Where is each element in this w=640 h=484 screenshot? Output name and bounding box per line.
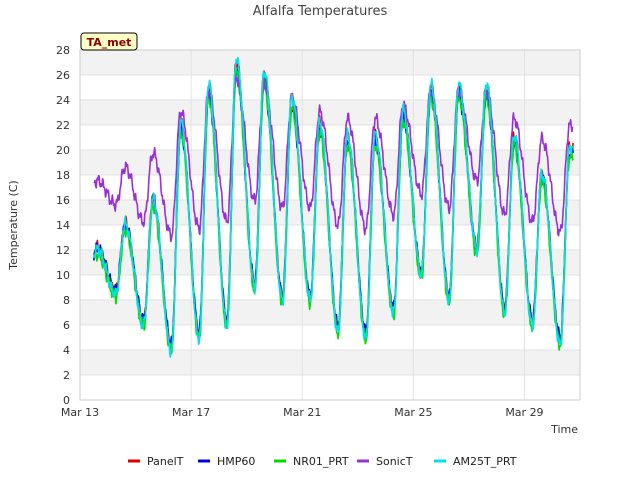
site-badge-box <box>80 32 138 51</box>
background-band <box>80 350 580 375</box>
y-tick-label: 10 <box>56 269 70 282</box>
y-tick-label: 6 <box>63 319 70 332</box>
y-tick-label: 12 <box>56 244 70 257</box>
series-line-am25t-prt <box>93 57 574 358</box>
y-tick-label: 2 <box>63 369 70 382</box>
chart-legend: PanelT HMP60 NR01_PRT SonicT AM25T_PRT <box>128 455 517 468</box>
background-band <box>80 275 580 300</box>
y-tick-label: 28 <box>56 44 70 57</box>
x-axis-ticks: Mar 13 Mar 17 Mar 21 Mar 25 Mar 29 <box>61 406 544 419</box>
site-badge: TA_met <box>80 32 138 51</box>
background-band <box>80 100 580 125</box>
y-tick-label: 26 <box>56 69 70 82</box>
x-axis-title: Time <box>550 423 578 436</box>
x-tick-label: Mar 17 <box>172 406 210 419</box>
series-line-sonict <box>93 74 574 243</box>
background-band <box>80 50 580 75</box>
x-tick-label: Mar 21 <box>283 406 321 419</box>
y-tick-label: 8 <box>63 294 70 307</box>
y-tick-label: 4 <box>63 344 70 357</box>
y-tick-label: 14 <box>56 219 70 232</box>
background-band <box>80 375 580 400</box>
legend-label: AM25T_PRT <box>453 455 517 468</box>
series-lines <box>93 57 574 358</box>
legend-label: SonicT <box>376 455 413 468</box>
y-tick-label: 18 <box>56 169 70 182</box>
x-tick-label: Mar 29 <box>505 406 543 419</box>
background-band <box>80 125 580 150</box>
y-tick-label: 22 <box>56 119 70 132</box>
y-axis-title: Temperature (C) <box>7 180 20 270</box>
legend-label: PanelT <box>147 455 184 468</box>
plot-frame <box>79 49 581 401</box>
x-tick-label: Mar 25 <box>394 406 432 419</box>
background-band <box>80 325 580 350</box>
y-tick-label: 0 <box>63 394 70 407</box>
site-badge-label: TA_met <box>87 36 132 49</box>
legend-label: NR01_PRT <box>293 455 349 468</box>
background-band <box>80 75 580 100</box>
x-tick-label: Mar 13 <box>61 406 99 419</box>
chart-title: Alfalfa Temperatures <box>253 4 388 19</box>
y-tick-label: 24 <box>56 94 70 107</box>
legend-label: HMP60 <box>217 455 255 468</box>
y-tick-label: 20 <box>56 144 70 157</box>
y-tick-label: 16 <box>56 194 70 207</box>
